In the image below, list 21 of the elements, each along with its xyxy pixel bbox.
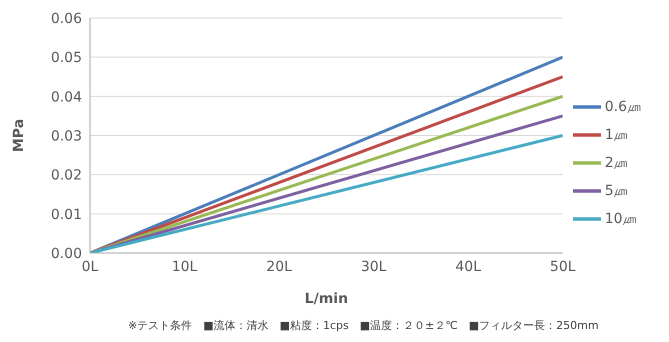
x-axis-title: L/min <box>304 291 348 307</box>
x-tick-label: 10L <box>172 258 198 275</box>
y-tick-label: 0.05 <box>50 50 82 66</box>
legend-label: 0.6㎛ <box>604 98 641 115</box>
y-tick-label: 0.03 <box>50 128 82 144</box>
legend-label: 10㎛ <box>604 210 637 227</box>
x-tick-label: 30L <box>360 258 387 275</box>
x-tick-label: 0L <box>82 258 99 275</box>
legend-label: 5㎛ <box>604 182 628 199</box>
legend-label: 1㎛ <box>604 126 628 143</box>
y-tick-label: 0.00 <box>50 246 82 262</box>
y-tick-label: 0.02 <box>50 168 82 184</box>
y-tick-label: 0.04 <box>50 89 82 106</box>
x-tick-label: 50L <box>550 258 576 275</box>
text: ※テスト条件 ■流体：清水 ■粘度：1cps ■温度：２０±２℃ ■フィルター長：250mm <box>128 318 600 333</box>
x-tick-label: 20L <box>266 258 292 275</box>
y-axis-title: MPa <box>10 118 27 152</box>
legend-label: 2㎛ <box>604 154 628 171</box>
y-tick-label: 0.06 <box>50 10 82 27</box>
x-tick-label: 40L <box>455 258 482 275</box>
y-tick-label: 0.01 <box>50 206 82 223</box>
